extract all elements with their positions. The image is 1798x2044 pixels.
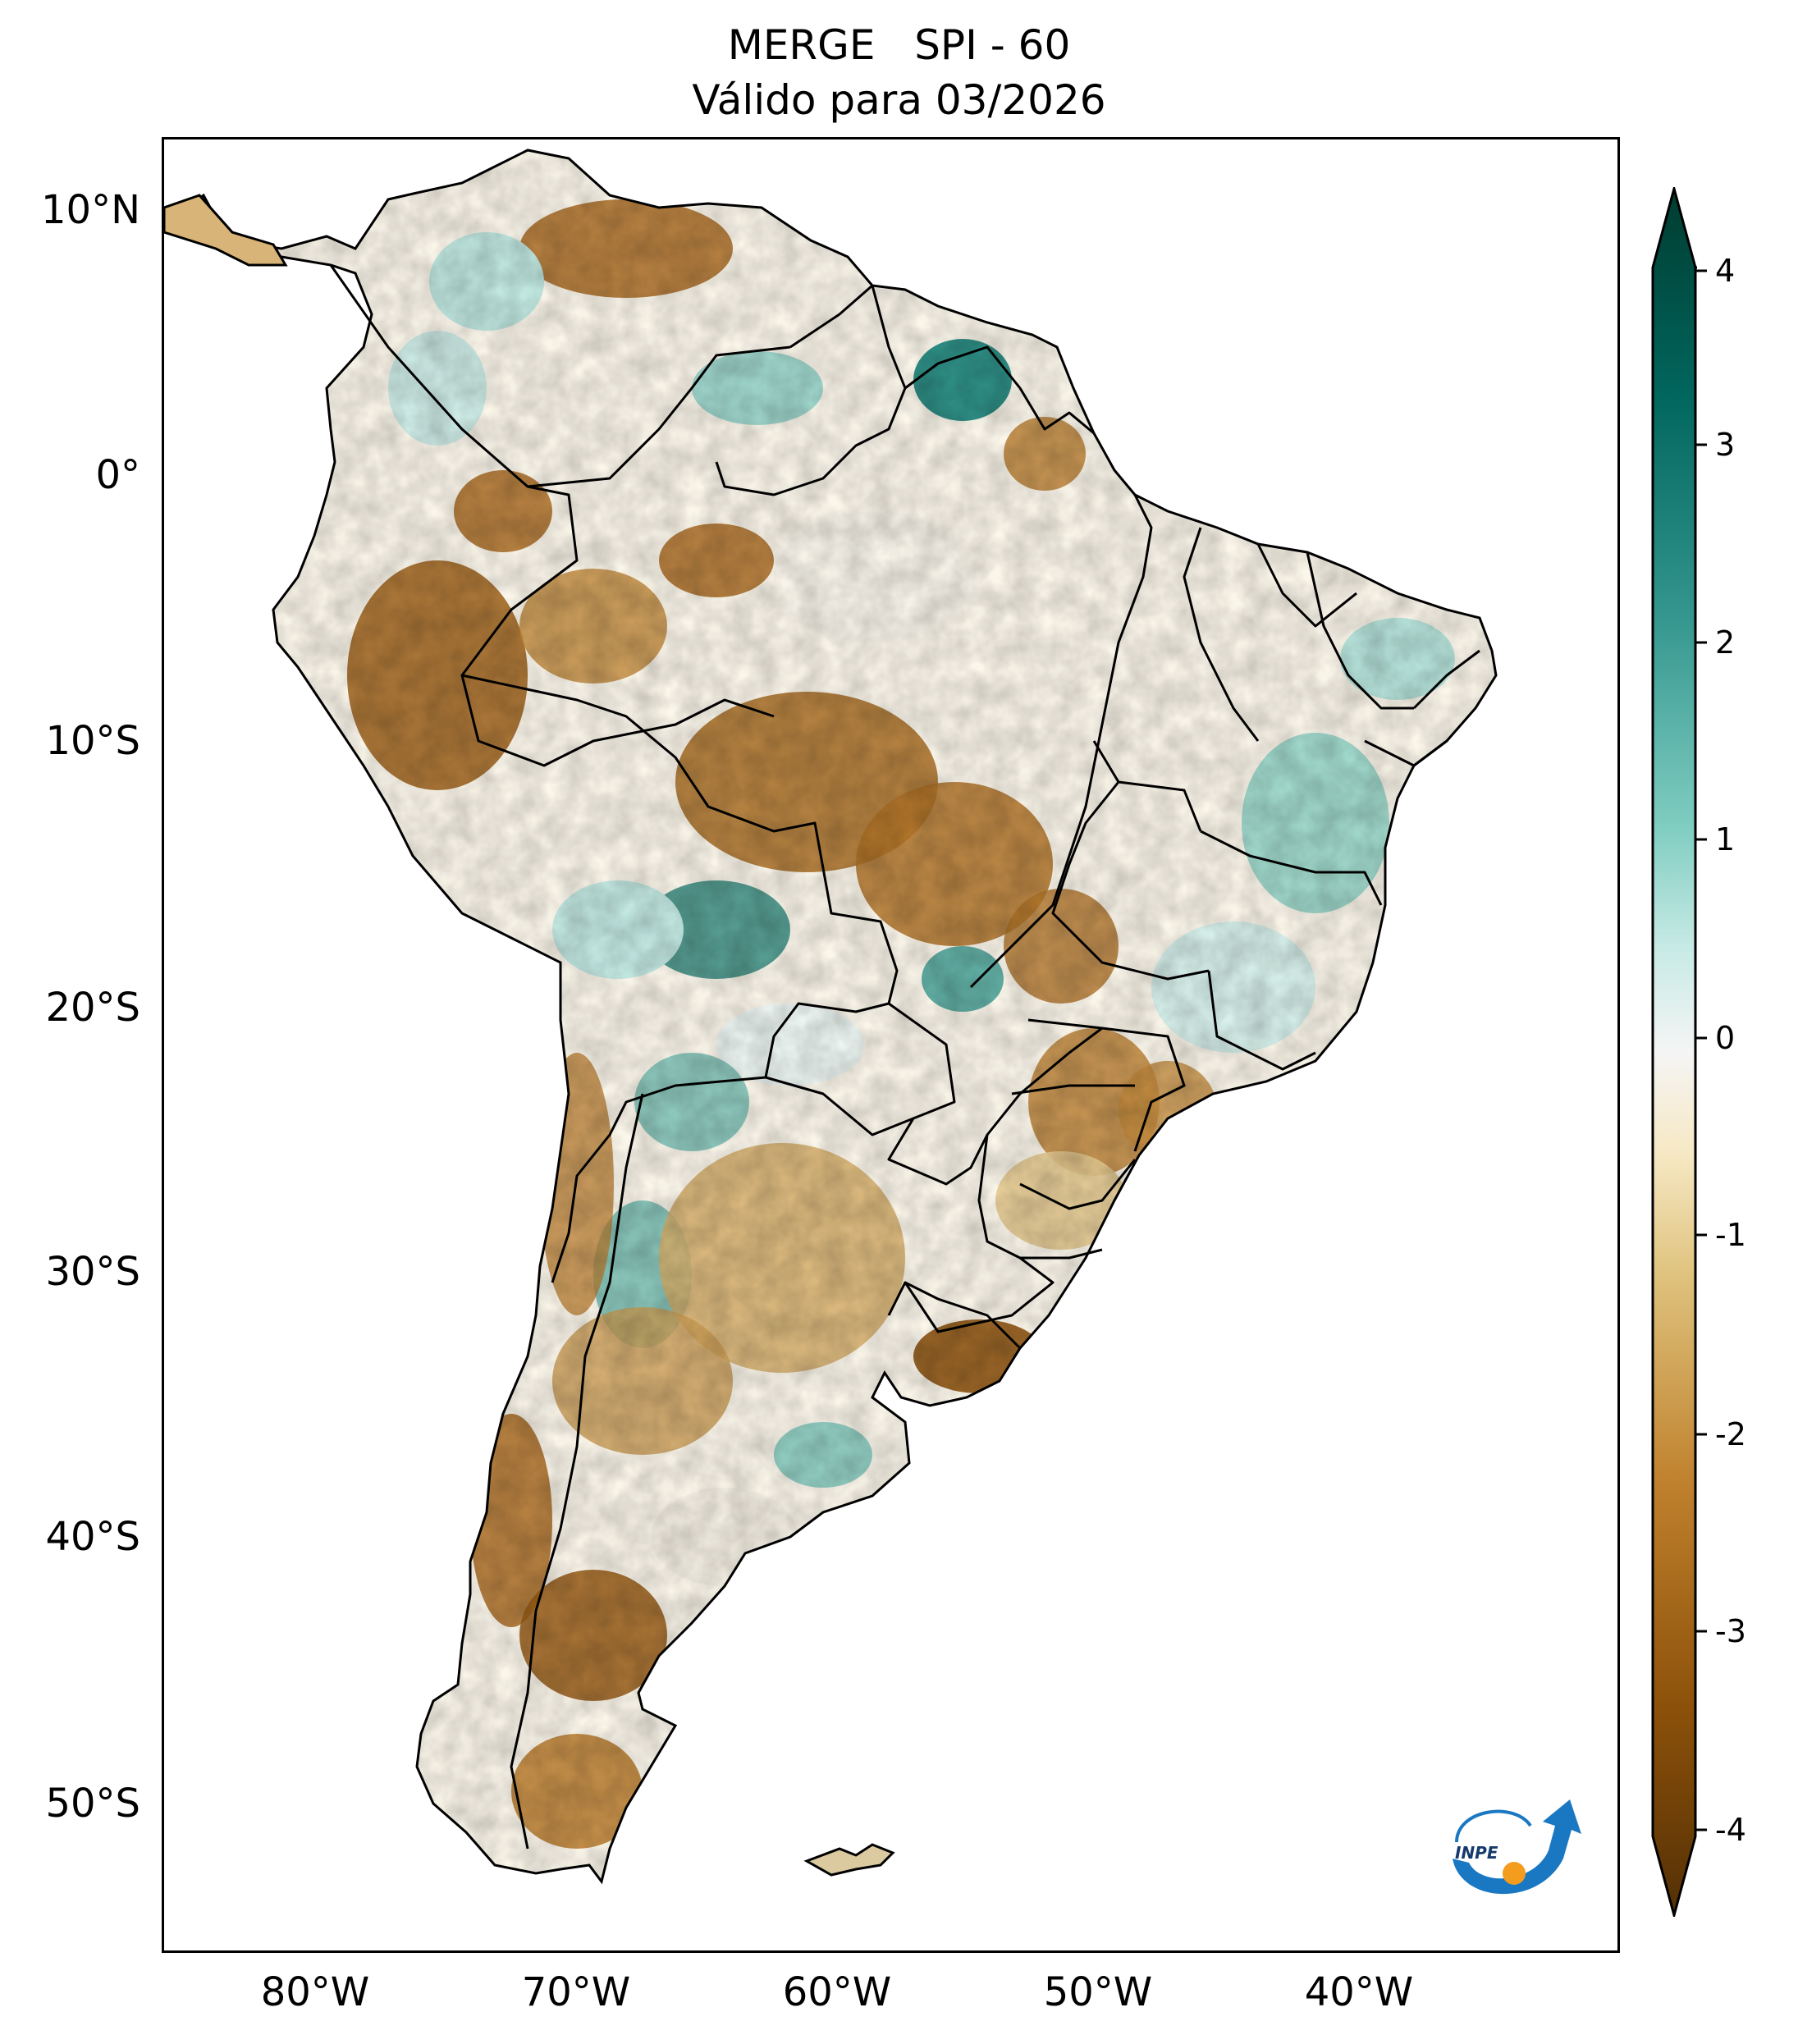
inpe-logo: INPE: [1453, 1799, 1581, 1895]
colorbar-tick-label: -3: [1715, 1613, 1746, 1649]
lon-tick-label: 80°W: [260, 1969, 370, 2015]
lat-tick-label: 50°S: [45, 1781, 140, 1827]
colorbar-tick-label: -1: [1715, 1217, 1746, 1253]
map-subtitle: Válido para 03/2026: [692, 76, 1106, 124]
colorbar-tick-label: 4: [1715, 253, 1736, 289]
inpe-logo-text: INPE: [1455, 1843, 1498, 1863]
colorbar-tick-label: 2: [1715, 624, 1736, 661]
colorbar-tick-label: -2: [1715, 1416, 1746, 1452]
lat-tick-label: 30°S: [45, 1249, 140, 1295]
colorbar-tick-label: 1: [1715, 821, 1736, 857]
spi-field: [164, 150, 1496, 1882]
colorbar-tick-label: 3: [1715, 427, 1736, 463]
colorbar: [1651, 187, 1697, 1917]
lon-tick-label: 40°W: [1304, 1969, 1414, 2015]
lat-tick-label: 20°S: [45, 985, 140, 1031]
lat-tick-label: 10°N: [41, 187, 140, 233]
colorbar-tick-label: -4: [1715, 1812, 1746, 1848]
lon-tick-label: 70°W: [521, 1969, 631, 2015]
lon-tick-label: 50°W: [1043, 1969, 1153, 2015]
country-borders: [329, 264, 1480, 1850]
lat-tick-label: 10°S: [45, 718, 140, 764]
lat-tick-label: 0°: [95, 452, 140, 498]
map-panel: [162, 137, 1620, 1953]
colorbar-ticks: [1695, 269, 1707, 1831]
lat-tick-label: 40°S: [45, 1514, 140, 1560]
falklands-island: [803, 1843, 895, 1877]
central-america: [164, 194, 288, 267]
south-america-map: [164, 149, 1498, 1883]
map-title: MERGE SPI - 60: [727, 21, 1071, 69]
lon-tick-label: 60°W: [782, 1969, 892, 2015]
colorbar-tick-label: 0: [1715, 1020, 1736, 1056]
